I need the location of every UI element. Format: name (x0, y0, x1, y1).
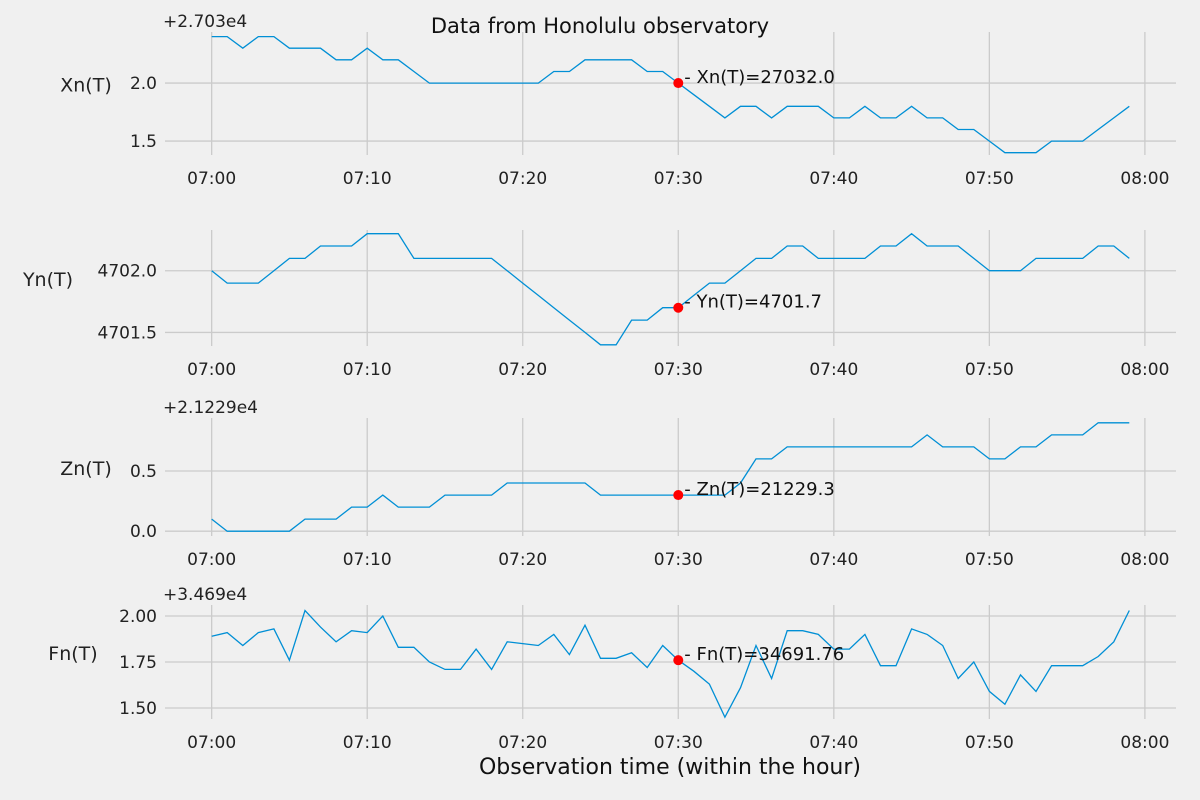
y-tick-label: 0.0 (130, 522, 157, 542)
y-tick-label: 1.5 (130, 132, 157, 152)
chart-title: Data from Honolulu observatory (431, 14, 769, 38)
marker-annotation: - Yn(T)=4701.7 (684, 292, 822, 313)
y-tick-label: 0.5 (130, 462, 157, 482)
x-tick-label: 07:40 (809, 733, 858, 753)
y-axis-label: Xn(T) (60, 75, 112, 97)
x-axis-label: Observation time (within the hour) (479, 755, 861, 780)
x-tick-label: 07:40 (809, 169, 858, 189)
x-tick-label: 07:30 (654, 169, 703, 189)
x-tick-label: 08:00 (1120, 360, 1169, 380)
x-tick-label: 07:30 (654, 733, 703, 753)
x-tick-label: 07:40 (809, 550, 858, 570)
marker-annotation: - Zn(T)=21229.3 (684, 479, 835, 500)
x-tick-label: 07:20 (498, 733, 547, 753)
x-tick-label: 08:00 (1120, 550, 1169, 570)
x-tick-label: 08:00 (1120, 733, 1169, 753)
x-tick-label: 07:10 (343, 550, 392, 570)
x-tick-label: 07:00 (187, 733, 236, 753)
y-axis-label: Fn(T) (48, 643, 97, 665)
axis-offset-label: +3.469e4 (163, 585, 247, 605)
panel-xnt: 07:00 07:10 07:20 07:30 07:40 07:50 08:00 1.5 2.… (60, 12, 1176, 189)
x-tick-label: 07:40 (809, 360, 858, 380)
x-tick-label: 07:20 (498, 169, 547, 189)
marker-annotation: - Fn(T)=34691.76 (684, 644, 844, 665)
panel-fnt: 07:00 07:10 07:20 07:30 07:40 07:50 08:00 1.50 1… (48, 585, 1176, 753)
y-tick-label: 2.0 (130, 74, 157, 94)
x-tick-label: 07:00 (187, 360, 236, 380)
y-axis-label: Yn(T) (22, 269, 73, 291)
y-tick-label: 4702.0 (98, 262, 157, 282)
panel-ynt: 07:00 07:10 07:20 07:30 07:40 07:50 08:00 4701.… (22, 230, 1176, 380)
x-tick-label: 07:30 (654, 360, 703, 380)
marker-point (673, 490, 684, 501)
x-tick-label: 07:20 (498, 360, 547, 380)
x-tick-label: 07:50 (965, 550, 1014, 570)
x-tick-label: 07:20 (498, 550, 547, 570)
x-tick-label: 07:50 (965, 360, 1014, 380)
marker-point (673, 78, 684, 89)
x-tick-label: 07:10 (343, 360, 392, 380)
x-tick-label: 07:50 (965, 733, 1014, 753)
x-tick-label: 08:00 (1120, 169, 1169, 189)
marker-annotation: - Xn(T)=27032.0 (684, 67, 835, 88)
y-tick-label: 4701.5 (98, 323, 157, 343)
y-tick-label: 1.50 (119, 699, 157, 719)
y-tick-label: 2.00 (119, 607, 157, 627)
x-tick-label: 07:10 (343, 169, 392, 189)
x-tick-label: 07:00 (187, 550, 236, 570)
x-tick-label: 07:50 (965, 169, 1014, 189)
series-line (211, 35, 1130, 154)
marker-point (673, 655, 684, 666)
y-axis-label: Zn(T) (60, 458, 112, 480)
axis-offset-label: +2.1229e4 (163, 398, 258, 418)
x-tick-label: 07:30 (654, 550, 703, 570)
panel-znt: 07:00 07:10 07:20 07:30 07:40 07:50 08:00 0.0 0.… (60, 398, 1176, 570)
x-tick-label: 07:00 (187, 169, 236, 189)
series-line (211, 609, 1130, 719)
marker-point (673, 302, 684, 313)
panels: 07:00 07:10 07:20 07:30 07:40 07:50 08:00 1.5 2.… (22, 12, 1176, 753)
y-tick-label: 1.75 (119, 653, 157, 673)
series-line (211, 232, 1130, 346)
series-line (211, 422, 1130, 532)
axis-offset-label: +2.703e4 (163, 12, 247, 32)
x-tick-label: 07:10 (343, 733, 392, 753)
